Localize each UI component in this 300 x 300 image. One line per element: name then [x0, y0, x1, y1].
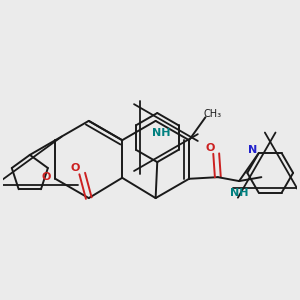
Text: O: O	[206, 143, 215, 153]
Text: O: O	[41, 172, 51, 182]
Text: CH₃: CH₃	[204, 109, 222, 119]
Text: O: O	[70, 163, 80, 173]
Text: NH: NH	[152, 128, 171, 138]
Text: NH: NH	[230, 188, 248, 197]
Text: N: N	[248, 146, 257, 155]
